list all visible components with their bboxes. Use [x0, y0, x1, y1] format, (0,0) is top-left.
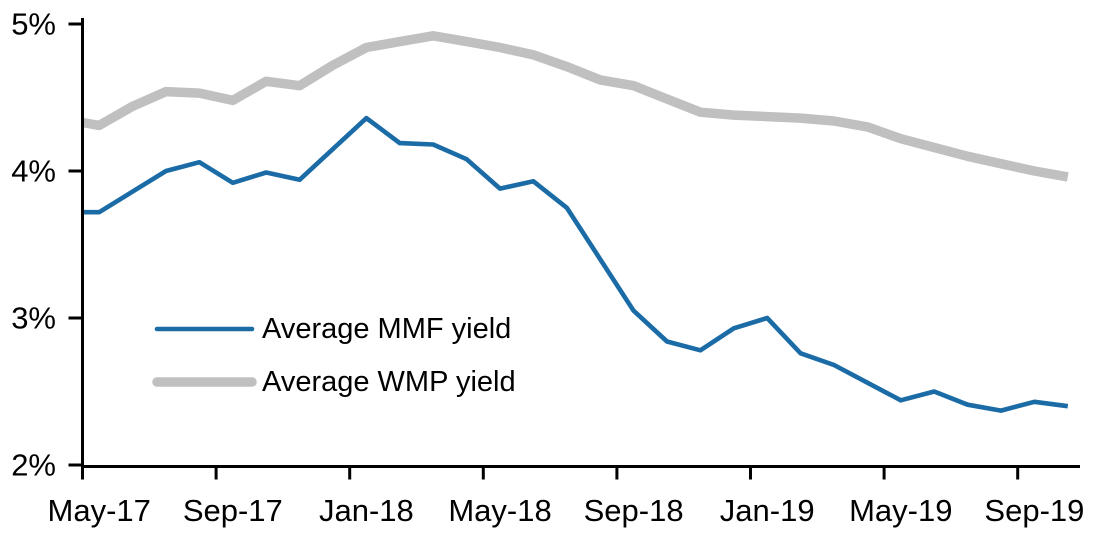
x-tick-label: Sep-19: [984, 493, 1084, 528]
y-tick-label: 2%: [11, 448, 56, 483]
legend-label-wmp: Average WMP yield: [262, 366, 516, 398]
x-tick-label: Jan-19: [720, 493, 815, 528]
x-tick-label: May-17: [48, 493, 151, 528]
x-tick-label: Sep-18: [584, 493, 684, 528]
mmf-line: [82, 115, 1069, 413]
x-tick-label: May-19: [849, 493, 952, 528]
x-tick-label: Jan-18: [319, 493, 414, 528]
wmp-line: [81, 31, 1069, 182]
y-tick-label: 4%: [11, 154, 56, 189]
x-tick-label: Sep-17: [183, 493, 283, 528]
y-tick-label: 5%: [11, 7, 56, 42]
y-tick-label: 3%: [11, 301, 56, 336]
legend-label-mmf: Average MMF yield: [262, 313, 511, 345]
x-tick-label: May-18: [448, 493, 551, 528]
